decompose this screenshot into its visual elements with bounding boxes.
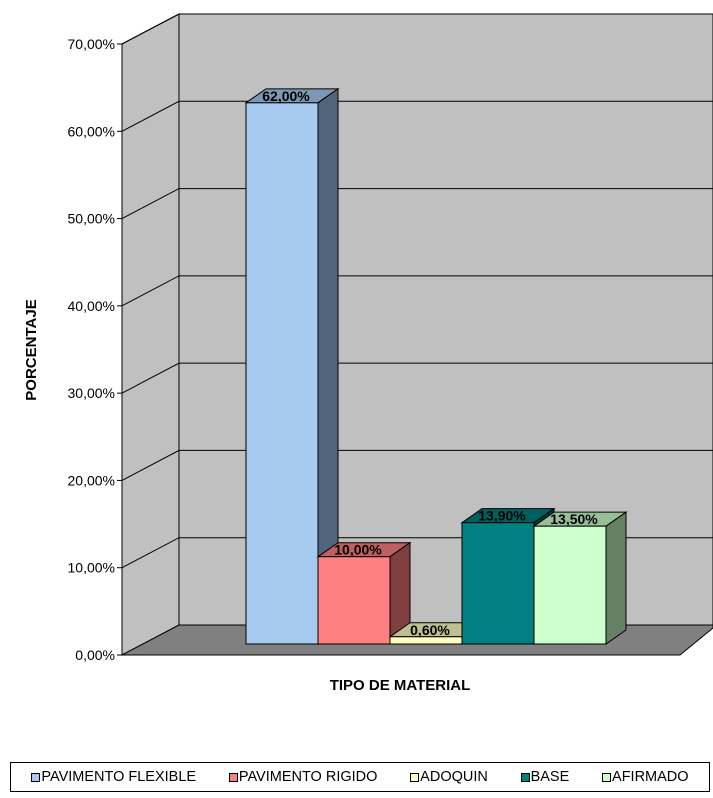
legend-swatch bbox=[520, 772, 530, 782]
gridline bbox=[121, 275, 713, 307]
bar-front bbox=[317, 556, 391, 645]
legend-swatch bbox=[31, 772, 41, 782]
legend-label: AFIRMADO bbox=[612, 769, 689, 785]
gridline bbox=[121, 100, 713, 132]
x-axis-title: TIPO DE MATERIAL bbox=[330, 677, 471, 694]
y-tick-label: 20,00% bbox=[68, 472, 115, 488]
gridlines bbox=[121, 13, 713, 569]
y-tick-label: 0,00% bbox=[75, 647, 115, 663]
legend-swatch bbox=[602, 772, 612, 782]
data-labels: 62,00% 10,00% 0,60% 13,90% 13,50% bbox=[262, 88, 598, 638]
legend-label: PAVIMENTO FLEXIBLE bbox=[41, 769, 197, 785]
legend-item: BASE bbox=[520, 769, 570, 785]
y-tick-label: 50,00% bbox=[68, 211, 115, 227]
bar-front bbox=[389, 636, 463, 645]
bar bbox=[244, 87, 340, 645]
y-axis-title: PORCENTAJE bbox=[23, 299, 40, 400]
gridline bbox=[121, 188, 713, 220]
legend-item: PAVIMENTO FLEXIBLE bbox=[31, 769, 196, 785]
y-tick-label: 30,00% bbox=[68, 385, 115, 401]
gridline bbox=[121, 449, 713, 481]
legend: PAVIMENTO FLEXIBLE PAVIMENTO RIGIDO ADOQUI… bbox=[10, 762, 710, 792]
bar bbox=[532, 511, 628, 645]
y-tick-label: 10,00% bbox=[68, 560, 115, 576]
data-label: 13,50% bbox=[550, 511, 598, 527]
bar-front bbox=[533, 525, 607, 645]
legend-label: BASE bbox=[530, 769, 570, 785]
legend-item: PAVIMENTO RIGIDO bbox=[228, 769, 378, 785]
bar bbox=[316, 541, 412, 645]
y-tick-label: 60,00% bbox=[68, 123, 115, 139]
bar-front bbox=[461, 522, 535, 645]
legend-item: AFIRMADO bbox=[602, 769, 689, 785]
y-tick-label: 70,00% bbox=[68, 36, 115, 52]
legend-label: ADOQUIN bbox=[420, 769, 488, 785]
legend-swatch bbox=[410, 772, 420, 782]
data-label: 13,90% bbox=[478, 508, 526, 524]
legend-swatch bbox=[228, 772, 238, 782]
legend-label: PAVIMENTO RIGIDO bbox=[238, 769, 378, 785]
y-axis: 0,00% 10,00% 20,00% 30,00% 40,00% 50,00% 60,00… bbox=[68, 36, 680, 663]
bar-front bbox=[245, 102, 319, 645]
data-label: 0,60% bbox=[410, 622, 450, 638]
bar-side bbox=[605, 511, 627, 645]
data-label: 62,00% bbox=[262, 88, 310, 104]
gridline bbox=[121, 13, 713, 45]
data-label: 10,00% bbox=[334, 542, 382, 558]
y-tick-label: 40,00% bbox=[68, 298, 115, 314]
side-wall bbox=[121, 13, 180, 656]
legend-item: ADOQUIN bbox=[410, 769, 488, 785]
gridline bbox=[121, 362, 713, 394]
bars bbox=[244, 87, 628, 645]
